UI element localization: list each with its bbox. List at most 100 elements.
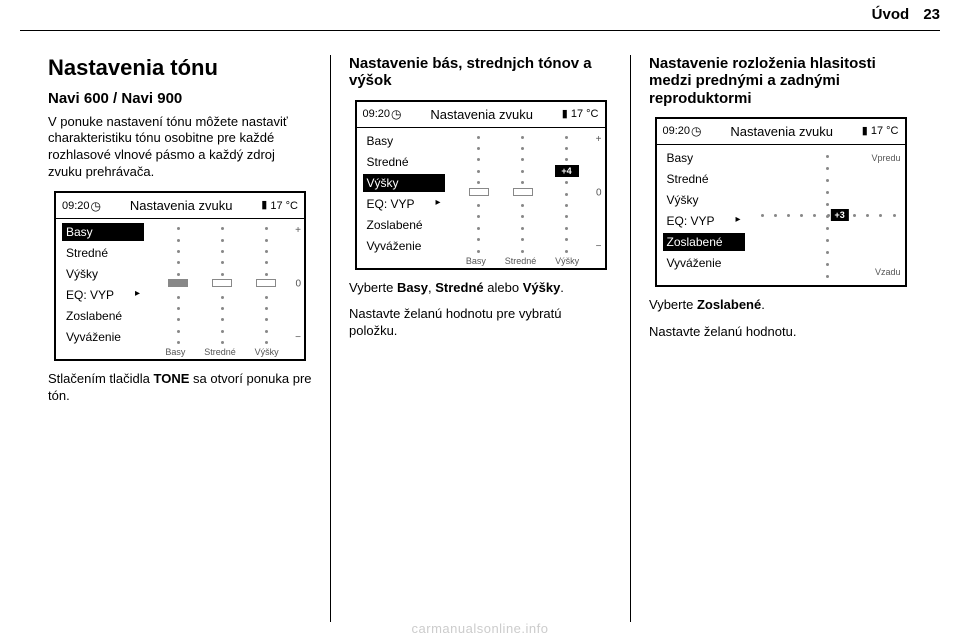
c2-b3: Výšky [523, 280, 561, 295]
caption-1: Stlačením tlačidla TONE sa otvorí ponuka… [48, 371, 312, 405]
device-titlebar: 09:20 ◷ Nastavenia zvuku ▮ 17 °C [657, 119, 905, 145]
clock-icon: ◷ [91, 200, 101, 212]
eq-column [162, 227, 194, 341]
fader-area: +3 Vpredu Vzadu [749, 145, 905, 285]
fader-handle: +3 [831, 209, 849, 221]
main-heading: Nastavenia tónu [48, 55, 312, 80]
eq-side-marks: + 0 − [592, 136, 602, 250]
device-temp: 17 °C [571, 108, 599, 120]
fader-canvas: +3VpreduVzadu [761, 155, 893, 275]
battery-icon: ▮ [562, 109, 568, 120]
caption-3a: Vyberte Zoslabené. [649, 297, 912, 314]
device-screenshot-3: 09:20 ◷ Nastavenia zvuku ▮ 17 °C Basy Str… [655, 117, 907, 287]
caption-prefix: Stlačením tlačidla [48, 371, 154, 386]
device-screenshot-2: 09:20 ◷ Nastavenia zvuku ▮ 17 °C BasyStr… [355, 100, 607, 270]
device-title: Nastavenia zvuku [705, 124, 859, 139]
caption-3b: Nastavte želanú hodnotu. [649, 324, 912, 341]
menu-item: EQ: VYP▸ [62, 286, 144, 304]
c2-suffix: . [560, 280, 564, 295]
eq-label: Výšky [255, 347, 279, 357]
plus-mark: + [295, 225, 301, 236]
eq-column [463, 136, 495, 250]
device-time: 09:20 [363, 108, 391, 120]
c3-b: Zoslabené [697, 297, 761, 312]
menu-item: Stredné [663, 170, 745, 188]
eq-handle [256, 279, 276, 287]
eq-label: Výšky [555, 256, 579, 266]
c2-mid2: alebo [484, 280, 523, 295]
eq-labels: Basy Stredné Výšky [457, 256, 589, 266]
eq-handle [212, 279, 232, 287]
intro-text: V ponuke nastavení tónu môžete nastaviť … [48, 114, 312, 182]
menu-item: Vyváženie [663, 254, 745, 272]
battery-icon: ▮ [261, 200, 267, 211]
chevron-right-icon: ▸ [435, 197, 440, 208]
menu-item: Zoslabené [62, 307, 144, 325]
menu-item: Vyváženie [62, 328, 144, 346]
eq-label: Stredné [505, 256, 537, 266]
column-1: Nastavenia tónu Navi 600 / Navi 900 V po… [30, 55, 330, 622]
clock-icon: ◷ [691, 125, 701, 137]
menu-item: Zoslabené [663, 233, 745, 251]
fader-label-top: Vpredu [871, 153, 900, 163]
chevron-right-icon: ▸ [135, 288, 140, 299]
page-number: 23 [923, 6, 940, 23]
caption-2b: Nastavte želanú hodnotu pre vybratú polo… [349, 306, 612, 340]
watermark: carmanualsonline.info [0, 621, 960, 636]
eq-label: Basy [466, 256, 486, 266]
eq-handle: +4 [555, 165, 579, 177]
eq-handle [469, 188, 489, 196]
eq-track [221, 227, 223, 341]
eq-column [250, 227, 282, 341]
menu-item: Výšky [62, 265, 144, 283]
plus-mark: + [596, 134, 602, 145]
eq-track [177, 227, 179, 341]
c2-b1: Basy [397, 280, 428, 295]
menu-item: Vyváženie [363, 237, 445, 255]
eq-area: + 0 − +4 Basy Stredné Výšky [449, 128, 605, 268]
eq-handle [168, 279, 188, 287]
menu-item: EQ: VYP▸ [663, 212, 745, 230]
c2-prefix: Vyberte [349, 280, 397, 295]
c2-b2: Stredné [435, 280, 483, 295]
eq-label: Stredné [204, 347, 236, 357]
eq-column [507, 136, 539, 250]
chevron-right-icon: ▸ [735, 214, 740, 225]
menu-list: Basy Stredné Výšky EQ: VYP▸ Zoslabené Vyvážen… [657, 145, 749, 285]
menu-item: Basy [363, 132, 445, 150]
header-rule [20, 30, 940, 31]
caption-button: TONE [154, 371, 190, 386]
eq-area: + 0 − Basy Stredné Výšky [148, 219, 304, 359]
menu-item: EQ: VYP▸ [363, 195, 445, 213]
device-titlebar: 09:20 ◷ Nastavenia zvuku ▮ 17 °C [56, 193, 304, 219]
c3-suffix: . [761, 297, 765, 312]
device-title: Nastavenia zvuku [405, 107, 559, 122]
menu-list: BasyStrednéVýškyEQ: VYP▸ZoslabenéVyvážen… [56, 219, 148, 359]
eq-label: Basy [165, 347, 185, 357]
eq-column: +4 [551, 136, 583, 250]
zero-mark: 0 [295, 279, 301, 290]
menu-item: Basy [62, 223, 144, 241]
minus-mark: − [295, 332, 301, 343]
eq-track: +4 [566, 136, 568, 250]
section-title: Úvod [872, 6, 910, 23]
caption-2a: Vyberte Basy, Stredné alebo Výšky. [349, 280, 612, 297]
minus-mark: − [596, 241, 602, 252]
content-columns: Nastavenia tónu Navi 600 / Navi 900 V po… [30, 55, 930, 622]
sub-heading-2: Nastavenie bás, strednjch tónov a výšok [349, 55, 612, 90]
device-body: Basy Stredné Výšky EQ: VYP▸ Zoslabené Vyvážen… [56, 219, 304, 359]
column-2: Nastavenie bás, strednjch tónov a výšok … [330, 55, 630, 622]
menu-item: Výšky [663, 191, 745, 209]
c3-prefix: Vyberte [649, 297, 697, 312]
device-time: 09:20 [62, 200, 90, 212]
eq-column [206, 227, 238, 341]
menu-item: Zoslabené [363, 216, 445, 234]
eq-handle [513, 188, 533, 196]
fader-label-bottom: Vzadu [875, 267, 901, 277]
menu-item: Stredné [363, 153, 445, 171]
zero-mark: 0 [596, 187, 602, 198]
menu-item: Basy [663, 149, 745, 167]
eq-track [265, 227, 267, 341]
eq-track [522, 136, 524, 250]
device-temp: 17 °C [270, 200, 298, 212]
